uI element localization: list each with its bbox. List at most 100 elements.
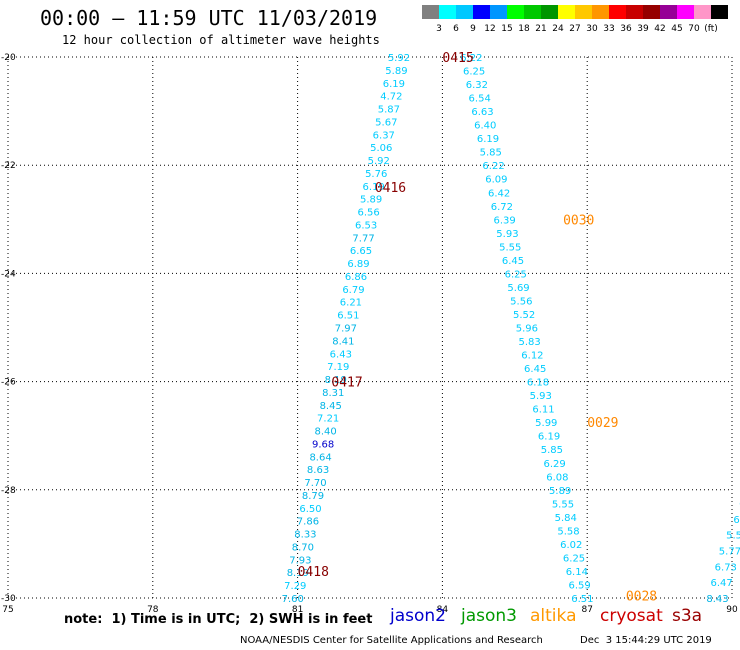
swh-value: 6.47: [711, 578, 733, 589]
scale-label: 30: [586, 24, 598, 34]
swh-value: 5.55: [499, 242, 521, 253]
swh-value: 4.72: [380, 92, 402, 103]
swh-value: 7.97: [335, 324, 357, 335]
y-tick-label: -20: [1, 53, 16, 63]
scale-swatch: [592, 5, 609, 19]
scale-label: 6: [453, 24, 459, 34]
satellite-jason3: jason3: [461, 606, 517, 626]
chart-title: 00:00 – 11:59 UTC 11/03/2019: [40, 6, 378, 30]
swh-value: 7.93: [289, 555, 311, 566]
x-tick-label: 87: [581, 605, 592, 615]
x-tick-label: 90: [726, 605, 738, 615]
swh-value: 5.85: [541, 445, 563, 456]
swh-value: 8.70: [292, 542, 314, 553]
scale-label: 27: [569, 24, 580, 34]
swh-value: 6.22: [482, 161, 504, 172]
swh-value: 6.39: [494, 215, 516, 226]
swh-value: 6.18: [527, 378, 549, 389]
swh-value: 6.09: [485, 175, 507, 186]
y-tick-label: -30: [1, 594, 16, 604]
swh-value: 9.68: [312, 439, 334, 450]
scale-swatch: [711, 5, 728, 19]
footer-note: note: 1) Time is in UTC; 2) SWH is in fe…: [64, 612, 373, 627]
x-tick-label: 75: [2, 605, 13, 615]
swh-value: 8.19: [325, 375, 347, 386]
scale-label: 42: [654, 24, 665, 34]
footer-credit: NOAA/NESDIS Center for Satellite Applica…: [240, 635, 543, 646]
scale-label: (ft): [704, 24, 718, 34]
swh-value: 6.29: [543, 459, 565, 470]
swh-value: 6.54: [469, 94, 491, 105]
swh-value: 6.32: [466, 80, 488, 91]
swh-value: 8.43: [706, 594, 728, 605]
swh-value: 8.33: [294, 530, 316, 541]
scale-swatch: [507, 5, 524, 19]
time-label: 0418: [298, 565, 329, 580]
swh-value: 6.25: [463, 67, 485, 78]
swh-value: 8.79: [302, 491, 324, 502]
swh-value: 6.11: [532, 405, 554, 416]
scale-swatch: [575, 5, 592, 19]
swh-value: 6.63: [471, 107, 493, 118]
chart-subtitle: 12 hour collection of altimeter wave hei…: [62, 33, 380, 47]
swh-value: 6.14: [566, 567, 588, 578]
swh-value: 6.21: [340, 298, 362, 309]
scale-swatch: [660, 5, 677, 19]
scale-label: 12: [484, 24, 495, 34]
satellite-altika: altika: [530, 606, 577, 626]
swh-value: 7.70: [304, 478, 326, 489]
swh-value: 6.43: [330, 349, 352, 360]
swh-value: 5.93: [530, 391, 552, 402]
swh-value: 6.45: [524, 364, 546, 375]
swh-value: 5.56: [510, 296, 532, 307]
scale-swatch: [677, 5, 694, 19]
x-tick-label: 84: [437, 605, 449, 615]
y-tick-label: -22: [1, 161, 16, 171]
swh-value: 6.12: [521, 351, 543, 362]
swh-value: 8.41: [332, 336, 354, 347]
scale-swatch: [541, 5, 558, 19]
scale-label: 39: [637, 24, 649, 34]
swh-value: 6.72: [491, 202, 513, 213]
swh-value: 6.19: [383, 79, 405, 90]
scale-label: 24: [552, 24, 564, 34]
swh-value: 6.42: [488, 188, 510, 199]
swh-value: 5.67: [375, 117, 397, 128]
swh-value: 6.37: [373, 130, 395, 141]
swh-value: 7.60: [282, 594, 304, 605]
swh-value: 5.89: [549, 486, 571, 497]
scale-label: 36: [620, 24, 632, 34]
swh-value: 5.99: [535, 418, 557, 429]
swh-value: 7.29: [284, 581, 306, 592]
scale-swatch: [626, 5, 643, 19]
swh-value: 6.53: [355, 220, 377, 231]
y-tick-label: -26: [1, 378, 16, 388]
swh-value: 5.89: [360, 195, 382, 206]
scale-label: 45: [671, 24, 682, 34]
time-label: 0028: [626, 589, 657, 604]
swh-value: 8.19: [287, 568, 309, 579]
scale-label: 3: [436, 24, 442, 34]
swh-value: 5.55: [552, 499, 574, 510]
swh-value: 5.5: [726, 531, 740, 542]
x-tick-label: 81: [292, 605, 303, 615]
swh-value: 6.51: [571, 594, 593, 605]
swh-value: 6.79: [342, 285, 364, 296]
swh-value: 7.86: [297, 517, 319, 528]
swh-value: 5.76: [365, 169, 387, 180]
swh-value: 6.: [733, 515, 740, 526]
scale-swatch: [439, 5, 456, 19]
swh-value: 6.40: [474, 121, 496, 132]
swh-value: 6.02: [560, 540, 582, 551]
scale-swatch: [558, 5, 575, 19]
time-label: 0415: [442, 51, 473, 66]
y-tick-label: -28: [1, 486, 16, 496]
swh-value: 6.65: [350, 246, 372, 257]
swh-value: 5.84: [555, 513, 577, 524]
swh-value: 6.50: [299, 504, 321, 515]
swh-value: 6.19: [477, 134, 499, 145]
swh-value: 6.19: [363, 182, 385, 193]
swh-value: 6.73: [715, 562, 737, 573]
time-label: 0030: [563, 213, 594, 228]
